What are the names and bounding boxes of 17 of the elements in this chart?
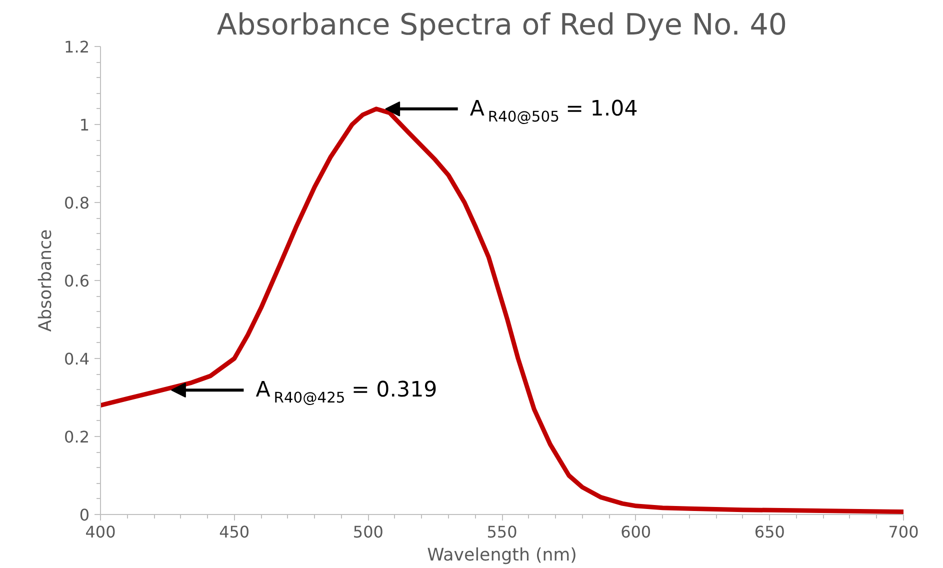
y-tick-label: 0.4 bbox=[64, 350, 90, 368]
x-tick-label: 650 bbox=[754, 522, 785, 542]
chart-title: Absorbance Spectra of Red Dye No. 40 bbox=[216, 8, 788, 42]
x-axis-title: Wavelength (nm) bbox=[427, 546, 577, 566]
y-tick-label: 0.6 bbox=[64, 272, 90, 290]
x-tick-label: 400 bbox=[85, 522, 116, 542]
x-tick-label: 550 bbox=[486, 522, 518, 542]
y-tick-label: 1 bbox=[79, 116, 90, 134]
y-tick-label: 0.8 bbox=[64, 194, 90, 212]
x-tick-label: 500 bbox=[352, 522, 384, 542]
y-tick-label: 1.2 bbox=[64, 38, 90, 56]
x-tick-label: 700 bbox=[888, 522, 919, 542]
y-axis-title: Absorbance bbox=[36, 229, 56, 332]
y-tick-label: 0.2 bbox=[64, 428, 90, 446]
y-tick-label: 0 bbox=[79, 506, 90, 524]
x-tick-label: 450 bbox=[219, 522, 250, 542]
x-tick-label: 600 bbox=[620, 522, 652, 542]
